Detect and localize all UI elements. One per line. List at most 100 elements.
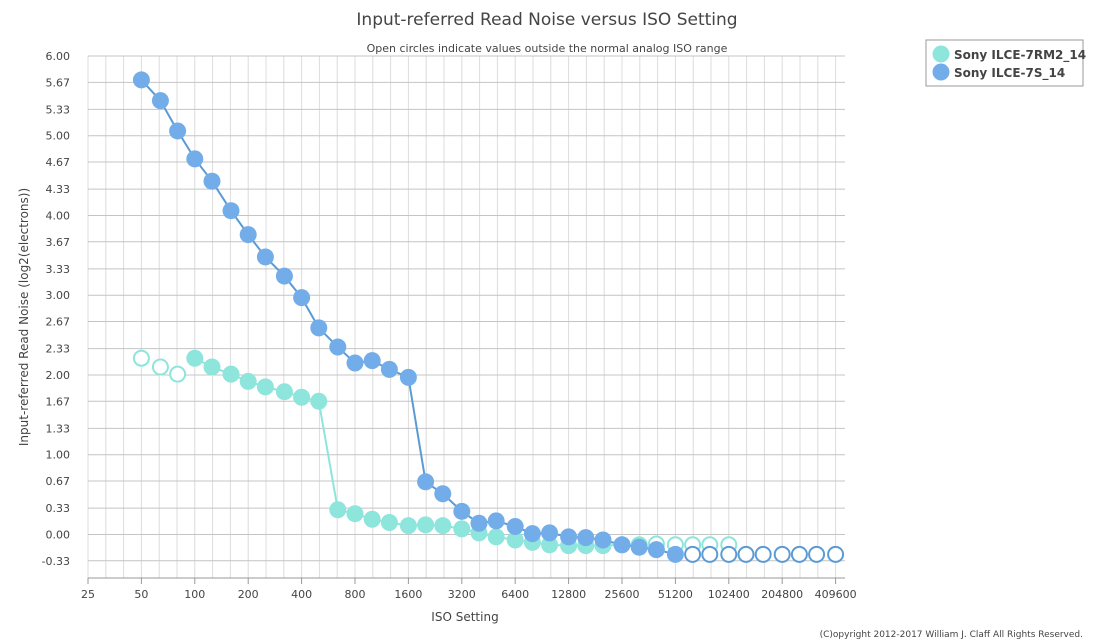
data-point [666,545,684,563]
data-point [256,248,274,266]
data-point [239,226,257,244]
data-point [256,378,274,396]
data-point [487,512,505,530]
y-tick-label: 5.00 [46,130,71,143]
data-point [275,267,293,285]
data-point [363,510,381,528]
data-point [363,352,381,370]
y-tick-label: 0.00 [46,528,71,541]
data-point [630,538,648,556]
data-point [541,536,559,554]
data-point [523,525,541,543]
legend-box [925,39,1084,87]
grid [87,55,845,578]
y-tick-label: 2.00 [46,369,71,382]
data-point [380,513,398,531]
data-point [222,202,240,220]
data-point [434,485,452,503]
y-tick-label: 4.67 [46,156,71,169]
x-tick-label: 3200 [448,588,476,601]
data-point [506,531,524,549]
x-tick-label: 204800 [761,588,803,601]
legend-label-7s: Sony ILCE-7S_14 [954,66,1065,81]
data-point [329,501,347,519]
data-point [293,289,311,307]
x-tick-label: 200 [238,588,259,601]
data-point [647,541,665,559]
data-point [310,319,328,337]
data-point [470,514,488,532]
x-tick-label: 409600 [815,588,857,601]
axes: 6.00 5.67 5.33 5.00 4.67 4.33 4.00 3.67 3.33 3.00… [42,50,857,601]
y-tick-label: 5.67 [46,76,71,89]
data-point [310,392,328,410]
x-tick-label: 102400 [708,588,750,601]
legend-item-7s[interactable]: Sony ILCE-7S_14 [932,63,1066,82]
data-point [346,354,364,372]
y-tick-label: 4.33 [46,183,71,196]
data-point [399,368,417,386]
series-0 [132,349,738,555]
chart-title: Input-referred Read Noise versus ISO Set… [356,10,737,30]
x-tick-label: 1600 [394,588,422,601]
y-tick-label: 1.33 [46,422,71,435]
data-point [329,338,347,356]
data-point [169,122,187,140]
x-tick-label: 25600 [605,588,640,601]
data-point-open [720,545,738,563]
x-tick-label: 50 [134,588,148,601]
data-point [222,365,240,383]
data-point-open [151,358,169,376]
x-tick-label: 100 [184,588,205,601]
y-tick-label: 3.33 [46,263,71,276]
data-point-open [773,545,791,563]
data-point [132,71,150,89]
data-point-open [684,545,702,563]
x-tick-label: 800 [345,588,366,601]
legend-marker-7rm2 [932,45,950,63]
data-point [487,528,505,546]
series-layer [132,71,845,563]
data-point-open [701,545,719,563]
x-tick-label: 25 [81,588,95,601]
data-point-open [169,365,187,383]
legend: Sony ILCE-7RM2_14 Sony ILCE-7S_14 [925,39,1087,87]
data-point-open [827,545,845,563]
data-point [506,517,524,535]
data-point [346,505,364,523]
data-point [186,150,204,168]
copyright-text: (C)opyright 2012-2017 William J. Claff A… [820,630,1083,640]
x-tick-label: 400 [291,588,312,601]
legend-marker-7s [932,63,950,81]
x-axis-label: ISO Setting [431,610,498,624]
data-point [239,372,257,390]
legend-item-7rm2[interactable]: Sony ILCE-7RM2_14 [932,45,1087,64]
x-tick-label: 6400 [501,588,529,601]
legend-label-7rm2: Sony ILCE-7RM2_14 [954,48,1086,63]
data-point [380,360,398,378]
data-point-open [808,545,826,563]
y-tick-label: 3.00 [46,289,71,302]
data-point [417,473,435,491]
data-point [151,92,169,110]
data-point [275,383,293,401]
x-tick-label: 51200 [658,588,693,601]
y-tick-label: 0.33 [46,502,71,515]
data-point [203,172,221,190]
data-point [186,349,204,367]
y-tick-label: 5.33 [46,103,71,116]
y-tick-label: 4.00 [46,209,71,222]
y-tick-label: 1.67 [46,395,71,408]
data-point [203,358,221,376]
y-tick-label: -0.33 [42,555,70,568]
data-point [417,516,435,534]
data-point [434,517,452,535]
y-tick-label: 3.67 [46,236,71,249]
y-axis-label: Input-referred Read Noise (log2(electron… [17,188,31,446]
data-point [399,517,417,535]
data-point-open [132,349,150,367]
data-point-open [754,545,772,563]
data-point [453,520,471,538]
data-point [594,531,612,549]
